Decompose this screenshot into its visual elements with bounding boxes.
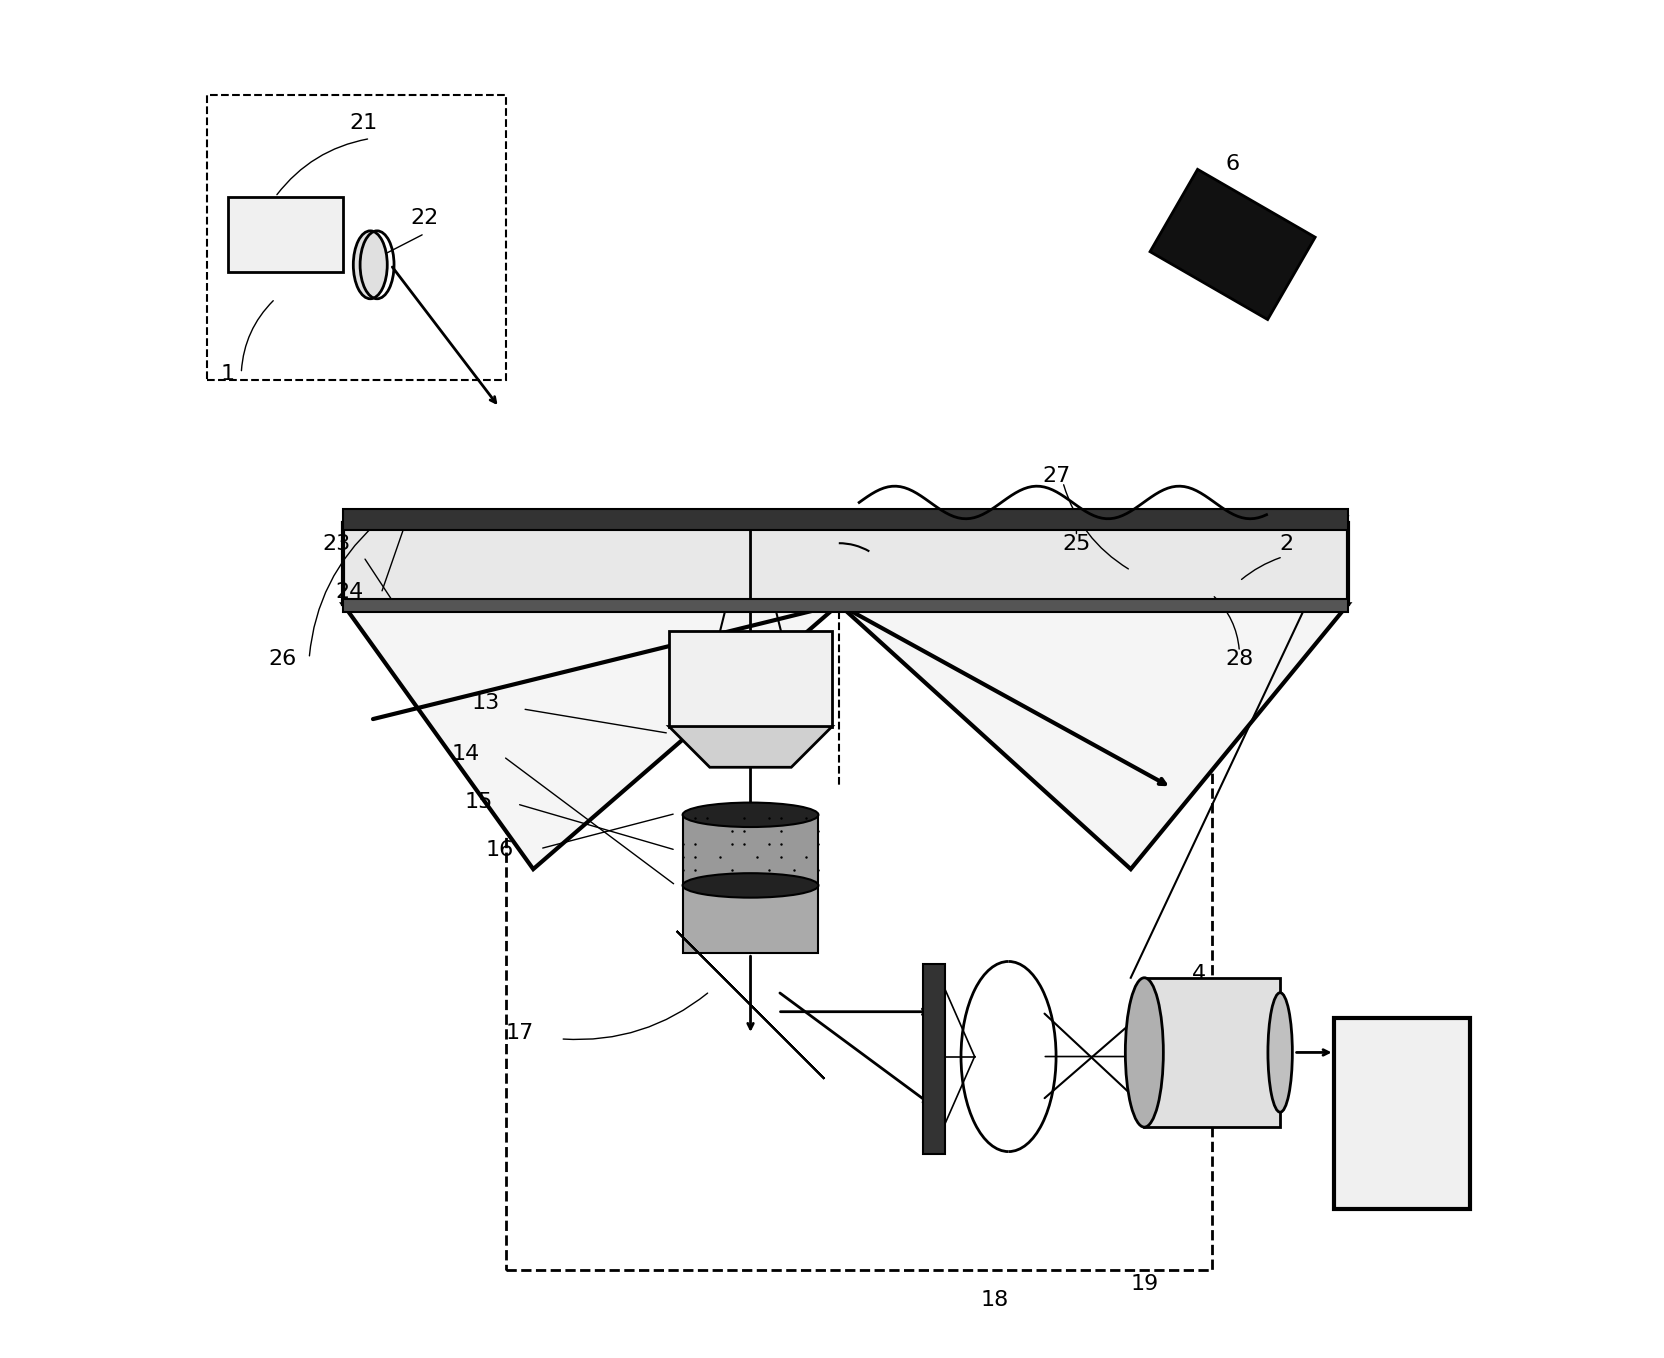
Text: 27: 27 [1042, 466, 1070, 486]
Text: 18: 18 [980, 1290, 1008, 1310]
Text: 17: 17 [506, 1023, 534, 1043]
Polygon shape [682, 885, 819, 953]
Ellipse shape [682, 873, 819, 898]
Text: 22: 22 [411, 208, 439, 228]
Text: 4: 4 [1191, 964, 1206, 985]
Text: 28: 28 [1225, 649, 1253, 669]
Text: 21: 21 [349, 113, 378, 133]
Text: 16: 16 [486, 839, 514, 860]
Text: 24: 24 [336, 581, 364, 602]
Ellipse shape [1268, 993, 1293, 1112]
Text: 19: 19 [1130, 1274, 1158, 1294]
Bar [343, 509, 1348, 530]
Bar [1335, 1018, 1471, 1209]
Text: 25: 25 [1062, 534, 1090, 554]
Bar [1145, 978, 1280, 1127]
Polygon shape [682, 815, 819, 885]
Text: $\theta$: $\theta$ [804, 631, 819, 650]
Bar [506, 604, 1213, 1270]
Text: $\theta > \theta_c$: $\theta > \theta_c$ [740, 660, 802, 684]
Bar [228, 197, 343, 272]
Text: 23: 23 [323, 534, 351, 554]
Text: 13: 13 [471, 693, 499, 713]
Ellipse shape [682, 803, 819, 827]
Polygon shape [839, 604, 1348, 869]
Polygon shape [1150, 170, 1315, 319]
Polygon shape [677, 932, 824, 1078]
Bar [924, 964, 945, 1154]
Bar [208, 95, 506, 380]
Text: 14: 14 [451, 744, 479, 765]
Text: 15: 15 [464, 792, 493, 812]
Text: 2: 2 [1280, 534, 1295, 554]
Polygon shape [343, 523, 1348, 604]
Text: 26: 26 [268, 649, 296, 669]
Polygon shape [669, 727, 832, 767]
Text: 5: 5 [1409, 1172, 1423, 1192]
Polygon shape [343, 604, 839, 869]
Text: 1: 1 [221, 364, 235, 384]
Ellipse shape [1125, 978, 1163, 1127]
Bar [669, 631, 832, 727]
Bar [343, 599, 1348, 612]
Ellipse shape [353, 231, 388, 299]
Text: 6: 6 [1226, 153, 1240, 174]
